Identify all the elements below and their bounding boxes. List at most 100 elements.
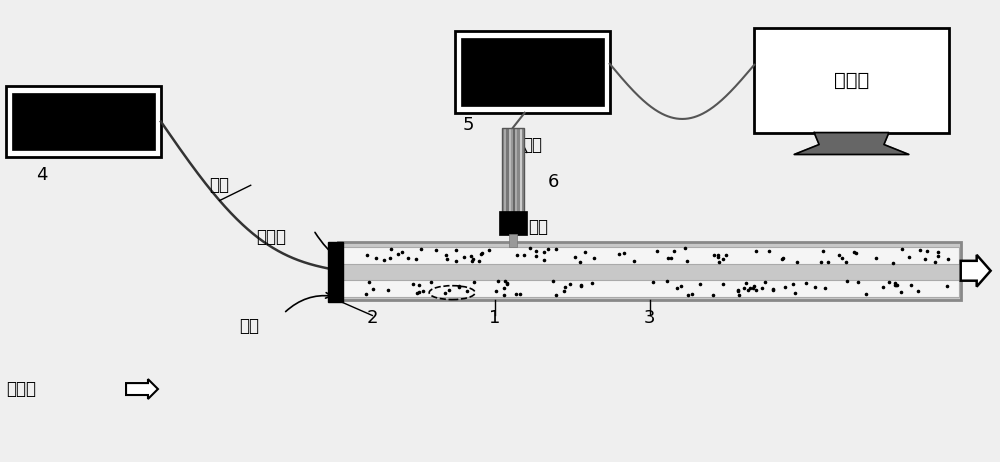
Point — [584, 279, 600, 286]
Point — [679, 257, 695, 265]
Text: 4: 4 — [36, 166, 48, 184]
Point — [748, 247, 764, 255]
Point — [548, 292, 564, 299]
Bar — [502, 128, 504, 212]
Point — [738, 279, 754, 286]
Point — [474, 249, 490, 257]
Point — [365, 286, 381, 293]
Point — [409, 289, 425, 297]
Point — [405, 280, 421, 287]
Point — [775, 255, 791, 262]
Bar — [509, 128, 511, 212]
Point — [573, 283, 589, 290]
Point — [710, 254, 726, 261]
Point — [745, 284, 761, 292]
Point — [448, 257, 464, 265]
Text: 光纤: 光纤 — [209, 176, 229, 194]
Point — [817, 284, 833, 292]
Point — [742, 284, 758, 291]
Point — [706, 251, 722, 259]
Point — [901, 253, 917, 260]
Point — [680, 292, 696, 299]
Bar — [502, 128, 524, 212]
Bar — [504, 128, 506, 212]
Bar — [511, 128, 513, 212]
Point — [785, 280, 801, 287]
Point — [858, 290, 874, 298]
Point — [359, 252, 375, 259]
Point — [557, 284, 573, 291]
Point — [382, 254, 398, 261]
Point — [692, 280, 708, 288]
Point — [383, 246, 399, 253]
Point — [889, 281, 905, 289]
Point — [820, 259, 836, 266]
Point — [715, 280, 731, 287]
Point — [718, 252, 734, 259]
Point — [748, 286, 764, 294]
Point — [660, 255, 676, 262]
Point — [789, 258, 805, 265]
Point — [376, 256, 392, 264]
Point — [813, 259, 829, 266]
Bar — [6, 86, 161, 158]
Point — [490, 278, 506, 285]
FancyArrow shape — [126, 379, 158, 399]
Bar — [522, 128, 524, 212]
Point — [663, 255, 679, 262]
Point — [815, 247, 831, 254]
Point — [885, 259, 901, 267]
Point — [711, 258, 727, 266]
Bar — [515, 128, 517, 212]
Point — [516, 251, 532, 259]
Point — [930, 248, 946, 255]
Point — [730, 286, 746, 294]
Point — [765, 285, 781, 292]
Point — [361, 279, 377, 286]
Point — [368, 254, 384, 261]
Text: 1: 1 — [489, 310, 501, 328]
Point — [577, 248, 593, 255]
Point — [439, 255, 455, 263]
Point — [730, 288, 746, 295]
Point — [573, 281, 589, 289]
Point — [540, 246, 556, 253]
Bar — [520, 128, 522, 212]
Point — [411, 289, 427, 296]
Point — [567, 254, 583, 261]
Point — [499, 279, 515, 286]
Point — [746, 283, 762, 290]
Point — [887, 279, 903, 286]
Point — [649, 247, 665, 255]
Point — [910, 287, 926, 295]
Bar — [340, 280, 959, 297]
Point — [415, 287, 431, 294]
Point — [787, 289, 803, 297]
Point — [611, 251, 627, 258]
Bar — [499, 211, 527, 235]
Bar — [754, 28, 949, 133]
Point — [408, 256, 424, 263]
Point — [562, 280, 578, 287]
Point — [673, 282, 689, 290]
Point — [850, 278, 866, 285]
Bar — [340, 247, 959, 264]
Text: 6: 6 — [548, 173, 559, 191]
Text: 探头: 探头 — [528, 218, 548, 236]
Point — [731, 292, 747, 299]
Point — [508, 291, 524, 298]
Bar — [513, 128, 515, 212]
Point — [917, 255, 933, 263]
Point — [868, 254, 884, 261]
Point — [894, 246, 910, 253]
Point — [536, 257, 552, 264]
Point — [428, 246, 444, 254]
Point — [798, 280, 814, 287]
Point — [839, 277, 855, 285]
Point — [456, 253, 472, 261]
Point — [586, 254, 602, 261]
Point — [411, 281, 427, 288]
Point — [893, 288, 909, 296]
Point — [774, 255, 790, 262]
Point — [831, 252, 847, 259]
